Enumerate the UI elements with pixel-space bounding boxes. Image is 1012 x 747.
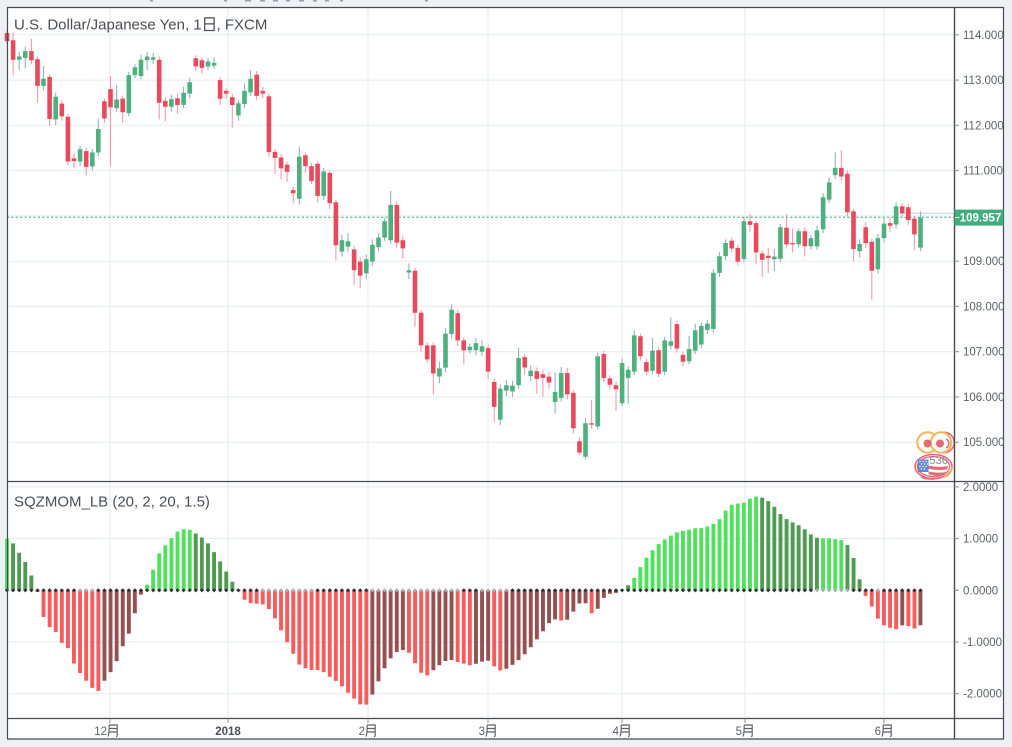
svg-text:-2.0000: -2.0000 xyxy=(963,689,1002,701)
svg-text:U.S. Dollar/Japanese Yen, 1: U.S. Dollar/Japanese Yen, 1 xyxy=(14,17,202,34)
svg-text:5: 5 xyxy=(736,726,742,738)
svg-text:108.000: 108.000 xyxy=(963,301,1005,313)
svg-text:12: 12 xyxy=(94,726,107,738)
svg-text:, FXCM: , FXCM xyxy=(217,17,268,34)
svg-text:109.000: 109.000 xyxy=(963,256,1005,268)
svg-text:-1.0000: -1.0000 xyxy=(963,637,1002,649)
svg-text:2: 2 xyxy=(359,726,365,738)
svg-text:SQZMOM_LB (20, 2, 20, 1.5): SQZMOM_LB (20, 2, 20, 1.5) xyxy=(14,494,210,511)
svg-text:536: 536 xyxy=(930,455,948,467)
svg-text:109.957: 109.957 xyxy=(960,213,1002,225)
svg-text:114.000: 114.000 xyxy=(963,30,1004,42)
svg-text:113.000: 113.000 xyxy=(963,75,1004,87)
svg-text:2018: 2018 xyxy=(215,726,241,738)
svg-text:3: 3 xyxy=(479,726,485,738)
svg-text:106.000: 106.000 xyxy=(963,392,1005,404)
svg-text:1.0000: 1.0000 xyxy=(963,534,998,546)
svg-text:4: 4 xyxy=(613,726,620,738)
svg-text:111.000: 111.000 xyxy=(963,166,1003,178)
svg-text:6: 6 xyxy=(875,726,881,738)
svg-text:107.000: 107.000 xyxy=(963,347,1005,359)
svg-text:112.000: 112.000 xyxy=(963,120,1004,132)
svg-text:0.0000: 0.0000 xyxy=(963,585,998,597)
svg-text:105.000: 105.000 xyxy=(963,437,1005,449)
svg-text:2.0000: 2.0000 xyxy=(963,482,998,494)
